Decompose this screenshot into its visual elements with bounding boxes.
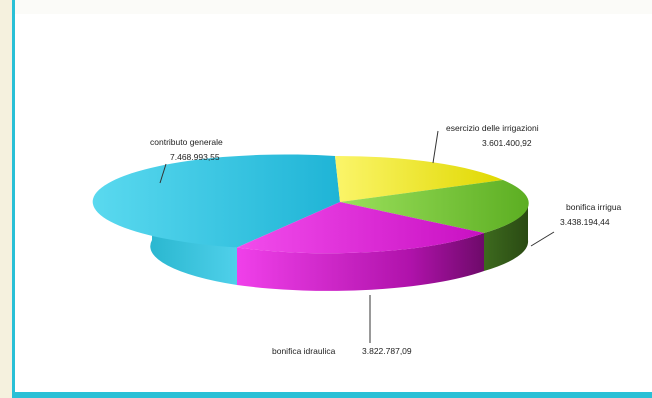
- label-bonifica-irrigua-name: bonifica irrigua: [566, 202, 622, 212]
- leader-line-contributo: [159, 163, 167, 184]
- label-contributo-value: 7.468.993,55: [170, 152, 220, 162]
- label-esercizio-name: esercizio delle irrigazioni: [446, 123, 539, 133]
- pie-slice-contributo-generale: [92, 154, 340, 248]
- pie-slice-esercizio-delle-irrigazioni: [335, 155, 503, 202]
- label-bonifica-irrigua-value: 3.438.194,44: [560, 217, 610, 227]
- label-contributo-name: contributo generale: [150, 137, 223, 147]
- pie-slice-bonifica-idraulica: [237, 202, 484, 254]
- pie-side-contributo-generale: [149, 202, 237, 285]
- leader-line-bonifica-irrigua: [530, 231, 555, 247]
- label-bonifica-idraulica-name: bonifica idraulica: [272, 346, 336, 356]
- pie-side-bonifica-idraulica: [237, 233, 484, 291]
- pie-side-bonifica-irrigua: [484, 202, 529, 271]
- label-bonifica-idraulica-value: 3.822.787,09: [362, 346, 412, 356]
- label-esercizio-value: 3.601.400,92: [482, 138, 532, 148]
- leader-line-esercizio: [432, 130, 439, 164]
- pie-slice-bonifica-irrigua: [340, 180, 529, 233]
- top-strip: [15, 0, 652, 14]
- bottom-border: [12, 392, 652, 398]
